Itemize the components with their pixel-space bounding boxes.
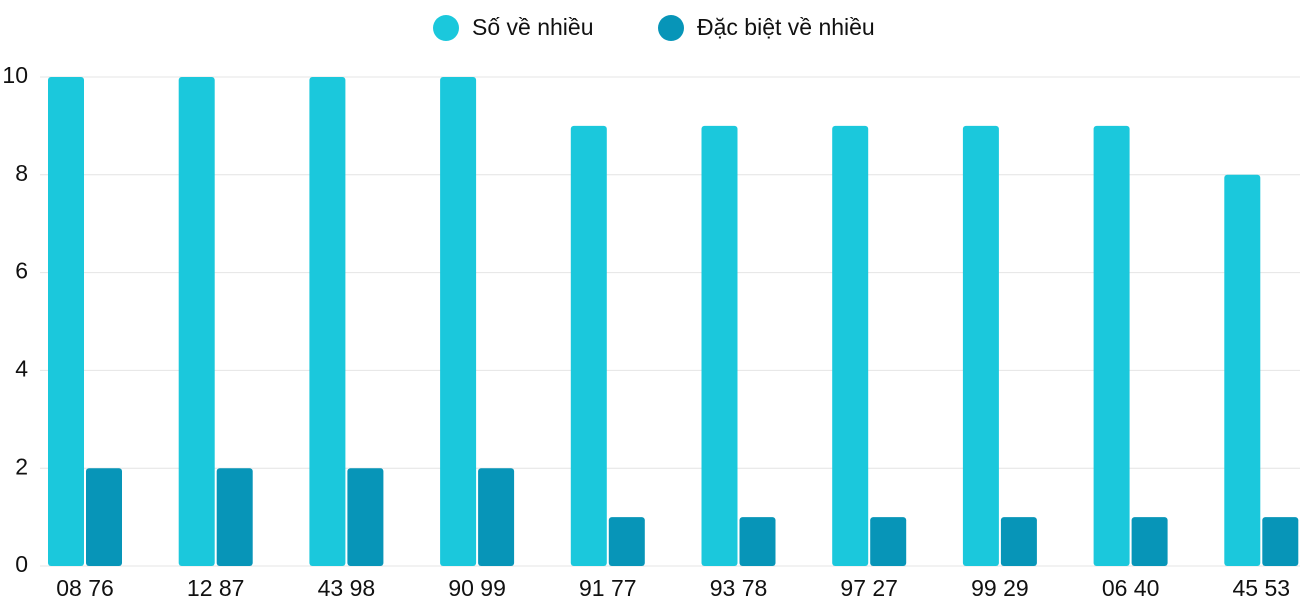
x-tick-label: 97 27 xyxy=(840,575,898,600)
x-tick-label: 08 76 xyxy=(56,575,114,600)
bar xyxy=(178,77,215,566)
bar xyxy=(1131,517,1168,566)
bar xyxy=(832,125,869,567)
bar xyxy=(440,77,477,566)
bar xyxy=(962,125,999,567)
y-tick-label: 2 xyxy=(15,453,28,479)
y-tick-label: 4 xyxy=(15,355,28,381)
bar xyxy=(478,468,515,566)
bar xyxy=(216,468,253,566)
bar xyxy=(570,125,607,567)
bar xyxy=(1262,517,1299,566)
x-tick-label: 43 98 xyxy=(318,575,376,600)
bar xyxy=(701,125,738,567)
bar xyxy=(1000,517,1037,566)
y-tick-label: 0 xyxy=(15,551,28,577)
x-tick-label: 90 99 xyxy=(448,575,506,600)
x-tick-label: 45 53 xyxy=(1233,575,1291,600)
bar xyxy=(347,468,384,566)
legend-swatch xyxy=(433,15,459,41)
bar xyxy=(1093,125,1130,567)
bar xyxy=(608,517,645,566)
legend-label: Đặc biệt về nhiều xyxy=(697,14,875,40)
bar xyxy=(739,517,776,566)
bar xyxy=(86,468,122,566)
x-tick-label: 93 78 xyxy=(710,575,768,600)
y-tick-label: 8 xyxy=(15,160,28,186)
legend-swatch xyxy=(658,15,684,41)
y-tick-label: 6 xyxy=(15,258,28,284)
x-tick-label: 99 29 xyxy=(971,575,1029,600)
bar xyxy=(1224,174,1261,567)
y-tick-label: 10 xyxy=(2,62,28,88)
bar xyxy=(48,77,84,566)
x-tick-label: 91 77 xyxy=(579,575,637,600)
x-tick-label: 06 40 xyxy=(1102,575,1160,600)
bar xyxy=(870,517,907,566)
x-tick-label: 12 87 xyxy=(187,575,245,600)
legend-label: Số về nhiều xyxy=(472,14,593,40)
bar xyxy=(309,77,346,566)
